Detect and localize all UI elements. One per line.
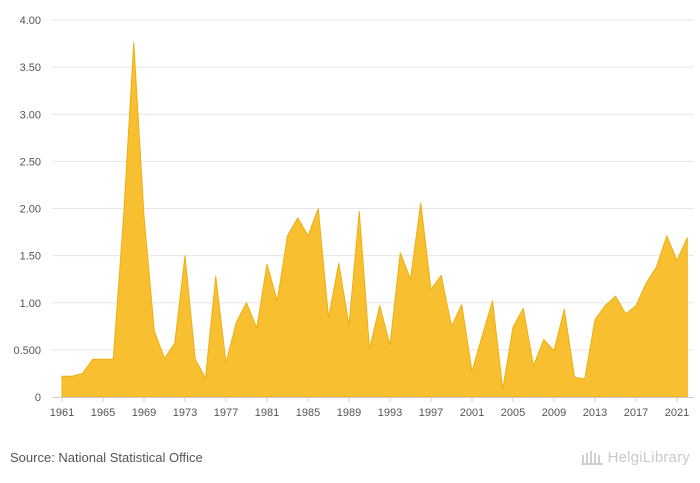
- data-point-2020: [666, 235, 668, 237]
- data-point-1991: [368, 348, 370, 350]
- data-point-2016: [625, 313, 627, 315]
- data-point-1976: [215, 275, 217, 277]
- data-point-1984: [297, 217, 299, 219]
- y-tick-label-6: 3.00: [20, 109, 41, 121]
- data-point-1969: [143, 215, 145, 217]
- library-building-icon: [580, 450, 603, 465]
- data-point-2019: [655, 266, 657, 268]
- data-point-1988: [338, 262, 340, 264]
- data-point-2011: [573, 376, 575, 378]
- x-tick-label-2009: 2009: [542, 407, 566, 419]
- data-point-1985: [307, 235, 309, 237]
- y-tick-label-1: 0.500: [13, 345, 41, 357]
- data-point-1970: [153, 330, 155, 332]
- x-tick-label-2001: 2001: [460, 407, 484, 419]
- data-point-2013: [594, 319, 596, 321]
- data-point-2000: [461, 303, 463, 305]
- data-point-1998: [440, 274, 442, 276]
- data-point-2014: [604, 304, 606, 306]
- y-tick-label-7: 3.50: [20, 62, 41, 74]
- data-point-2012: [584, 378, 586, 380]
- data-point-2007: [532, 365, 534, 367]
- x-tick-label-1973: 1973: [173, 407, 197, 419]
- y-tick-label-5: 2.50: [20, 156, 41, 168]
- data-point-1963: [81, 372, 83, 374]
- x-tick-label-2017: 2017: [624, 407, 648, 419]
- data-point-2003: [491, 300, 493, 302]
- data-point-1966: [112, 358, 114, 360]
- data-point-2021: [676, 259, 678, 261]
- helgi-library-logo: HelgiLibrary: [580, 449, 690, 466]
- data-point-1971: [163, 357, 165, 359]
- x-tick-label-1977: 1977: [214, 407, 238, 419]
- data-point-2009: [553, 350, 555, 352]
- series-area: [61, 42, 688, 398]
- x-tick-label-1997: 1997: [419, 407, 443, 419]
- data-point-1978: [235, 321, 237, 323]
- y-tick-label-4: 2.00: [20, 204, 41, 216]
- data-point-1986: [317, 207, 319, 209]
- y-tick-label-0: 0: [35, 392, 41, 404]
- y-tick-label-8: 4.00: [20, 15, 41, 27]
- data-point-2018: [645, 282, 647, 284]
- data-point-1974: [194, 358, 196, 360]
- data-point-1961: [61, 375, 63, 377]
- data-point-1989: [348, 324, 350, 326]
- data-point-2005: [512, 326, 514, 328]
- data-point-1979: [245, 302, 247, 304]
- data-point-2008: [543, 338, 545, 340]
- y-tick-label-2: 1.00: [20, 298, 41, 310]
- x-tick-label-1969: 1969: [132, 407, 156, 419]
- data-point-2010: [563, 308, 565, 310]
- data-point-1975: [204, 377, 206, 379]
- data-point-1993: [389, 344, 391, 346]
- x-tick-label-2021: 2021: [665, 407, 689, 419]
- data-point-1987: [327, 317, 329, 319]
- data-point-1973: [184, 254, 186, 256]
- data-point-2015: [614, 295, 616, 297]
- data-point-1967: [122, 217, 124, 219]
- data-point-1968: [133, 41, 135, 43]
- axes: [52, 397, 694, 402]
- data-point-2004: [502, 388, 504, 390]
- x-tick-label-1989: 1989: [337, 407, 361, 419]
- data-point-2006: [522, 307, 524, 309]
- data-point-1992: [379, 304, 381, 306]
- x-tick-label-2005: 2005: [501, 407, 525, 419]
- x-tick-label-2013: 2013: [583, 407, 607, 419]
- data-point-2001: [471, 370, 473, 372]
- data-point-1999: [450, 325, 452, 327]
- data-point-1995: [409, 278, 411, 280]
- data-point-1994: [399, 252, 401, 254]
- x-tick-label-1965: 1965: [91, 407, 115, 419]
- data-point-2017: [635, 304, 637, 306]
- data-point-1983: [286, 235, 288, 237]
- data-point-2002: [481, 335, 483, 337]
- data-point-1972: [174, 342, 176, 344]
- data-point-1980: [256, 327, 258, 329]
- data-point-1977: [225, 362, 227, 364]
- data-point-1996: [420, 202, 422, 204]
- grid-lines: [52, 19, 694, 351]
- logo-text: HelgiLibrary: [607, 449, 690, 466]
- y-axis-labels: 0 0.500 1.00 1.50 2.00 2.50 3.00 3.50 4.00: [13, 15, 41, 404]
- x-axis-labels: 1961 1965 1969 1973 1977 1981 1985 1989 1993 1997…: [50, 407, 689, 419]
- x-tick-label-1985: 1985: [296, 407, 320, 419]
- data-point-1962: [71, 375, 73, 377]
- data-point-1965: [102, 358, 104, 360]
- x-tick-label-1961: 1961: [50, 407, 74, 419]
- data-point-1964: [92, 358, 94, 360]
- source-note: Source: National Statistical Office: [10, 450, 203, 465]
- plot-area: [61, 41, 688, 398]
- data-point-1990: [358, 210, 360, 212]
- data-point-1997: [430, 288, 432, 290]
- data-point-2022: [686, 237, 688, 239]
- data-point-1982: [276, 300, 278, 302]
- y-tick-label-3: 1.50: [20, 251, 41, 263]
- x-tick-label-1981: 1981: [255, 407, 279, 419]
- x-tick-label-1993: 1993: [378, 407, 402, 419]
- data-point-1981: [266, 263, 268, 265]
